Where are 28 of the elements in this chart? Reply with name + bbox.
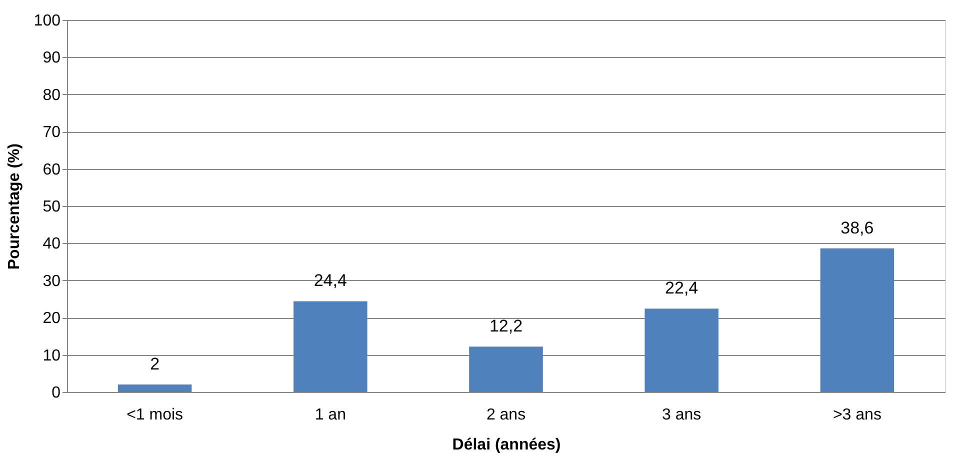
x-axis-title: Délai (années) [452,436,561,454]
y-tick-label: 90 [42,50,61,67]
y-tick-label: 50 [42,198,61,216]
y-tick-label: 100 [34,12,61,30]
bar [118,384,192,392]
y-tick-label: 10 [42,347,61,364]
y-tick-label: 60 [42,161,61,178]
x-tick-label: 3 ans [662,406,702,424]
data-label: 24,4 [314,271,347,290]
y-tick-label: 80 [42,86,61,104]
x-tick-label: 2 ans [486,406,526,424]
data-label: 22,4 [665,278,698,298]
data-label: 38,6 [840,218,874,238]
y-tick-label: 40 [42,236,61,253]
y-tick-label: 0 [52,384,61,402]
data-label: 2 [150,354,160,374]
y-tick-label: 30 [42,272,61,290]
bar [644,308,718,392]
data-label: 12,2 [489,316,523,336]
y-axis-title: Pourcentage (%) [6,143,23,270]
x-tick-label: 1 an [314,406,346,424]
y-tick-label: 70 [42,124,61,142]
x-tick-label: <1 mois [126,406,184,424]
bar [820,248,894,392]
bar [294,301,368,392]
bar [469,346,543,392]
y-tick-label: 20 [42,310,61,328]
x-tick-label: >3 ans [832,406,882,424]
